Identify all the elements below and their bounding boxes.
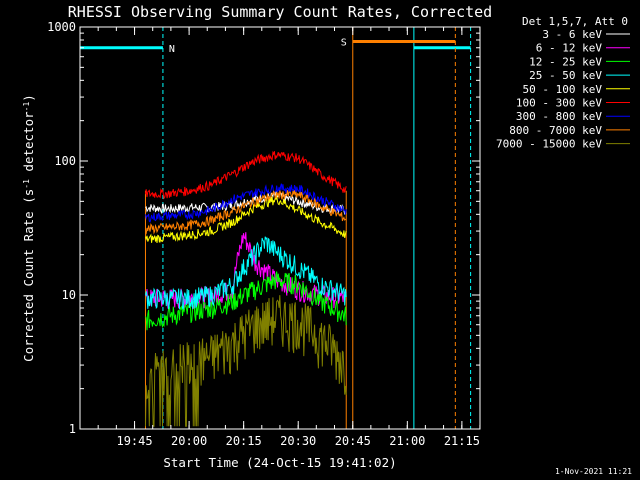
y-tick-label: 100 <box>54 154 76 168</box>
y-tick-label: 1 <box>69 422 76 436</box>
series-line <box>145 183 347 223</box>
y-tick-label: 1000 <box>47 20 76 34</box>
legend-entry: 800 - 7000 keV <box>509 124 602 137</box>
flag-label: N <box>169 44 175 55</box>
x-tick-label: 20:00 <box>171 434 207 448</box>
x-tick-label: 19:45 <box>116 434 152 448</box>
series-line <box>145 190 347 235</box>
x-tick-label: 21:15 <box>444 434 480 448</box>
footer-date: 1-Nov-2021 11:21 <box>555 467 632 476</box>
x-tick-label: 20:45 <box>335 434 371 448</box>
series-line <box>145 295 347 427</box>
x-axis-label: Start Time (24-Oct-15 19:41:02) <box>163 455 396 470</box>
legend-entry: 3 - 6 keV <box>542 28 602 41</box>
legend-entry: 100 - 300 keV <box>516 97 602 110</box>
legend-entry: 50 - 100 keV <box>523 83 603 96</box>
flag-label: S <box>341 37 347 48</box>
x-tick-label: 21:00 <box>389 434 425 448</box>
axes: 1 10 100 1000 19:45 20:00 20:15 20:30 20:45 21:00… <box>47 20 481 448</box>
chart-title: RHESSI Observing Summary Count Rates, Co… <box>68 3 492 21</box>
x-tick-label: 20:30 <box>280 434 316 448</box>
series-line <box>145 236 347 310</box>
y-axis-label: Corrected Count Rate (s-1 detector-1) <box>21 94 36 362</box>
legend-entry: 6 - 12 keV <box>536 42 603 55</box>
legend-title: Det 1,5,7, Att 0 <box>522 15 628 28</box>
y-tick-label: 10 <box>62 288 76 302</box>
series-line <box>145 271 347 331</box>
legend-entry: 7000 - 15000 keV <box>496 138 602 151</box>
legend-entry: 25 - 50 keV <box>529 69 602 82</box>
legend-entry: 300 - 800 keV <box>516 110 602 123</box>
x-tick-label: 20:15 <box>226 434 262 448</box>
series-line <box>145 195 347 243</box>
series-line <box>145 150 347 200</box>
plot-area: NS <box>79 27 472 429</box>
legend-entry: 12 - 25 keV <box>529 55 602 68</box>
